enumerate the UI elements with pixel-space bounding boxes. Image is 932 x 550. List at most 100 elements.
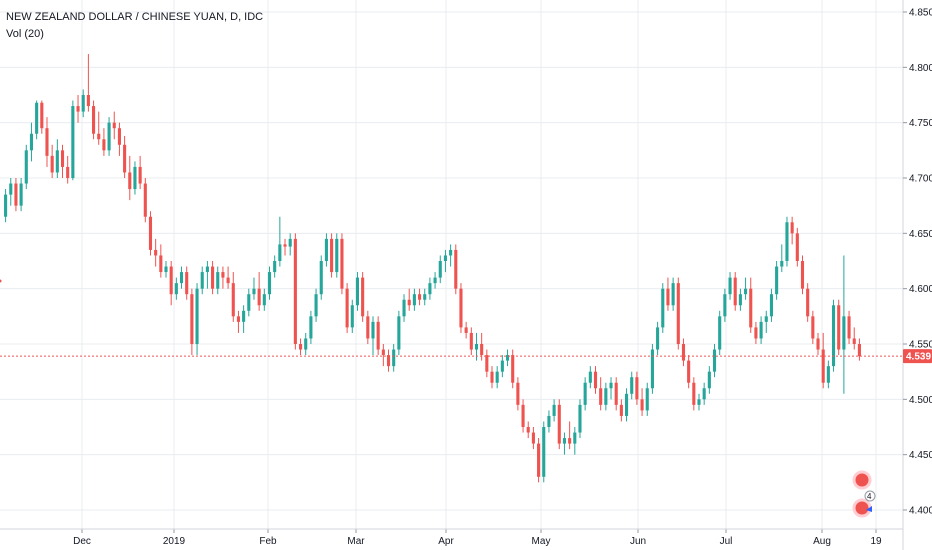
candle-body	[81, 95, 85, 112]
candle	[800, 255, 805, 295]
candle-body	[630, 377, 634, 394]
candle-body	[578, 404, 582, 433]
candle-body	[650, 349, 654, 389]
candle-body	[500, 360, 504, 372]
candle-body	[443, 255, 447, 261]
candle	[24, 144, 28, 190]
candle	[50, 144, 54, 178]
candle-body	[754, 327, 758, 339]
candle	[795, 227, 799, 267]
candle-body	[35, 102, 39, 134]
candle-body	[842, 316, 846, 350]
candle	[133, 161, 137, 195]
candle	[526, 421, 530, 439]
candle-body	[733, 277, 737, 306]
candle-body	[309, 316, 313, 339]
candle-body	[831, 305, 836, 367]
candle	[97, 111, 101, 145]
candle-body	[531, 432, 535, 444]
candle-body	[666, 288, 670, 306]
candle-body	[138, 166, 142, 184]
candle-body	[350, 305, 354, 328]
candle	[366, 310, 370, 344]
candle-body	[490, 371, 494, 383]
candle	[852, 327, 856, 350]
candle	[687, 355, 691, 389]
event-group-icon[interactable]	[852, 498, 872, 518]
candle-body	[40, 102, 44, 129]
candle-body	[542, 427, 546, 477]
volume-indicator-label[interactable]: Vol (20)	[6, 28, 44, 40]
candle	[718, 310, 722, 356]
candle	[619, 399, 623, 422]
candle-body	[593, 371, 598, 389]
candle-body	[273, 261, 277, 273]
candle	[200, 266, 204, 295]
candle	[128, 155, 132, 201]
candle	[386, 349, 391, 372]
candle	[826, 360, 830, 389]
candle-body	[319, 261, 323, 295]
price-tick-label: 4.500	[909, 395, 932, 406]
time-tick-label: Dec	[73, 536, 91, 547]
candle	[593, 366, 598, 394]
candle	[775, 261, 779, 300]
candle-body	[355, 277, 360, 306]
candle-body	[707, 371, 711, 389]
candle-body	[816, 338, 820, 350]
candle-body	[449, 249, 453, 256]
candle-body	[361, 277, 365, 317]
candle-body	[247, 294, 251, 311]
candle	[267, 266, 272, 300]
candle-body	[469, 332, 473, 350]
candle-body	[133, 166, 137, 190]
candle	[769, 288, 773, 322]
event-count-bubble	[864, 490, 876, 502]
candle	[733, 272, 737, 311]
candle-body	[459, 288, 463, 328]
candle	[19, 178, 23, 212]
candle	[531, 427, 535, 450]
candle-body	[143, 183, 147, 217]
event-marker-icon[interactable]	[852, 470, 872, 490]
candle-body	[407, 299, 411, 306]
candle-body	[505, 355, 510, 361]
candle-body	[97, 133, 101, 140]
candle-body	[226, 277, 230, 284]
candle-body	[9, 183, 13, 195]
candle	[749, 277, 753, 333]
candle	[407, 288, 411, 311]
candle	[221, 266, 225, 289]
candle-body	[423, 294, 427, 300]
candle-body	[112, 122, 116, 129]
candle-body	[588, 371, 592, 383]
candle-body	[298, 344, 303, 350]
candle	[500, 355, 504, 378]
candle	[304, 332, 308, 356]
candle	[66, 155, 70, 184]
candle	[764, 310, 768, 333]
candle	[71, 100, 75, 181]
candle	[4, 189, 8, 223]
time-axis[interactable]: Dec 2019 Feb Mar Apr May Jun Jul Aug 19	[73, 529, 882, 547]
candle-body	[728, 277, 732, 295]
price-tick-label: 4.650	[909, 229, 932, 240]
candle-body	[76, 106, 80, 112]
candle-body	[857, 344, 861, 357]
symbol-title[interactable]: NEW ZEALAND DOLLAR / CHINESE YUAN, D, ID…	[6, 11, 264, 23]
candles	[4, 54, 861, 483]
candle	[438, 255, 442, 284]
candle	[697, 393, 701, 411]
candle	[816, 332, 820, 356]
candle	[681, 338, 686, 367]
candle	[671, 277, 675, 311]
candle-body	[29, 133, 34, 151]
candle-body	[454, 249, 458, 289]
candle	[335, 233, 339, 278]
candle-body	[288, 238, 292, 247]
candle	[231, 272, 235, 322]
event-badge[interactable]: 4	[852, 470, 876, 518]
candle	[14, 178, 18, 212]
price-axis[interactable]: 4.400 4.450 4.500 4.550 4.600 4.650 4.700 4.750…	[903, 8, 932, 517]
